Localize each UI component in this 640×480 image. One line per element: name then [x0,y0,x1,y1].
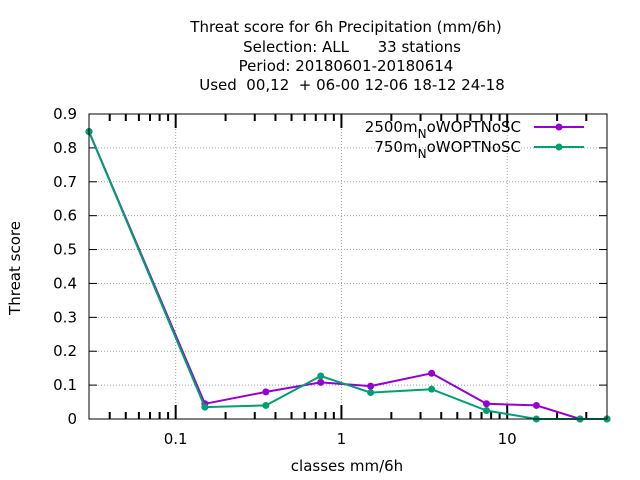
x-tick-label: 1 [337,430,347,448]
x-tick-label: 0.1 [164,430,188,448]
y-tick-label: 0.8 [53,139,77,157]
series-2-line [88,131,607,420]
title-line-2: Selection: ALL 33 stations [243,38,461,56]
series-1-point [262,388,270,396]
series-2-point [262,401,270,409]
legend-name-main: 2500m [365,118,418,136]
y-tick-label: 0 [67,410,77,428]
series-1-point [428,369,436,377]
legend-marker-2 [555,143,563,151]
legend-label-1: 2500mNoWOPTNoSC [365,118,521,141]
axis-ticks [89,113,607,420]
y-tick-label: 0.6 [53,207,77,225]
legend-label-2: 750mNoWOPTNoSC [374,138,521,161]
series-1-point [317,378,325,386]
y-tick-label: 0.3 [53,308,77,326]
series-2-point [367,389,375,397]
y-tick-label: 0.9 [53,105,77,123]
legend-name-sub: N [418,147,427,161]
y-axis-label: Threat score [6,221,24,316]
y-tick-label: 0.5 [53,241,77,259]
y-tick-label: 0.7 [53,173,77,191]
series-1-point [367,382,375,390]
chart-title: Threat score for 6h Precipitation (mm/6h… [189,18,504,94]
series-2-point [201,403,209,411]
plot-frame [88,113,608,420]
title-line-3: Period: 20180601-20180614 [239,57,454,75]
series-1-line [88,131,607,420]
series-1-point [532,401,540,409]
grid-lines [89,114,607,419]
legend-marker-1 [555,123,563,131]
series-2-point [482,407,490,415]
y-tick-label: 0.4 [53,274,77,292]
x-tick-label: 10 [498,430,517,448]
series-2-point [428,385,436,393]
y-tick-label: 0.2 [53,342,77,360]
axis-tick-labels: 0 0.1 0.2 0.3 0.4 0.5 0.6 0.7 0.8 0.9 0.1 1 10 [53,105,517,448]
legend-name-rest: oWOPTNoSC [427,138,521,156]
series-1-point [482,400,490,408]
legend-name-rest: oWOPTNoSC [427,118,521,136]
title-line-4: Used 00,12 + 06-00 12-06 18-12 24-18 [199,76,505,94]
title-line-1: Threat score for 6h Precipitation (mm/6h… [189,18,501,36]
legend-name-main: 750m [374,138,417,156]
y-tick-label: 0.1 [53,376,77,394]
series-2-point [317,372,325,380]
x-axis-label: classes mm/6h [291,457,403,475]
series-lines [85,128,611,423]
legend-name-sub: N [418,127,427,141]
